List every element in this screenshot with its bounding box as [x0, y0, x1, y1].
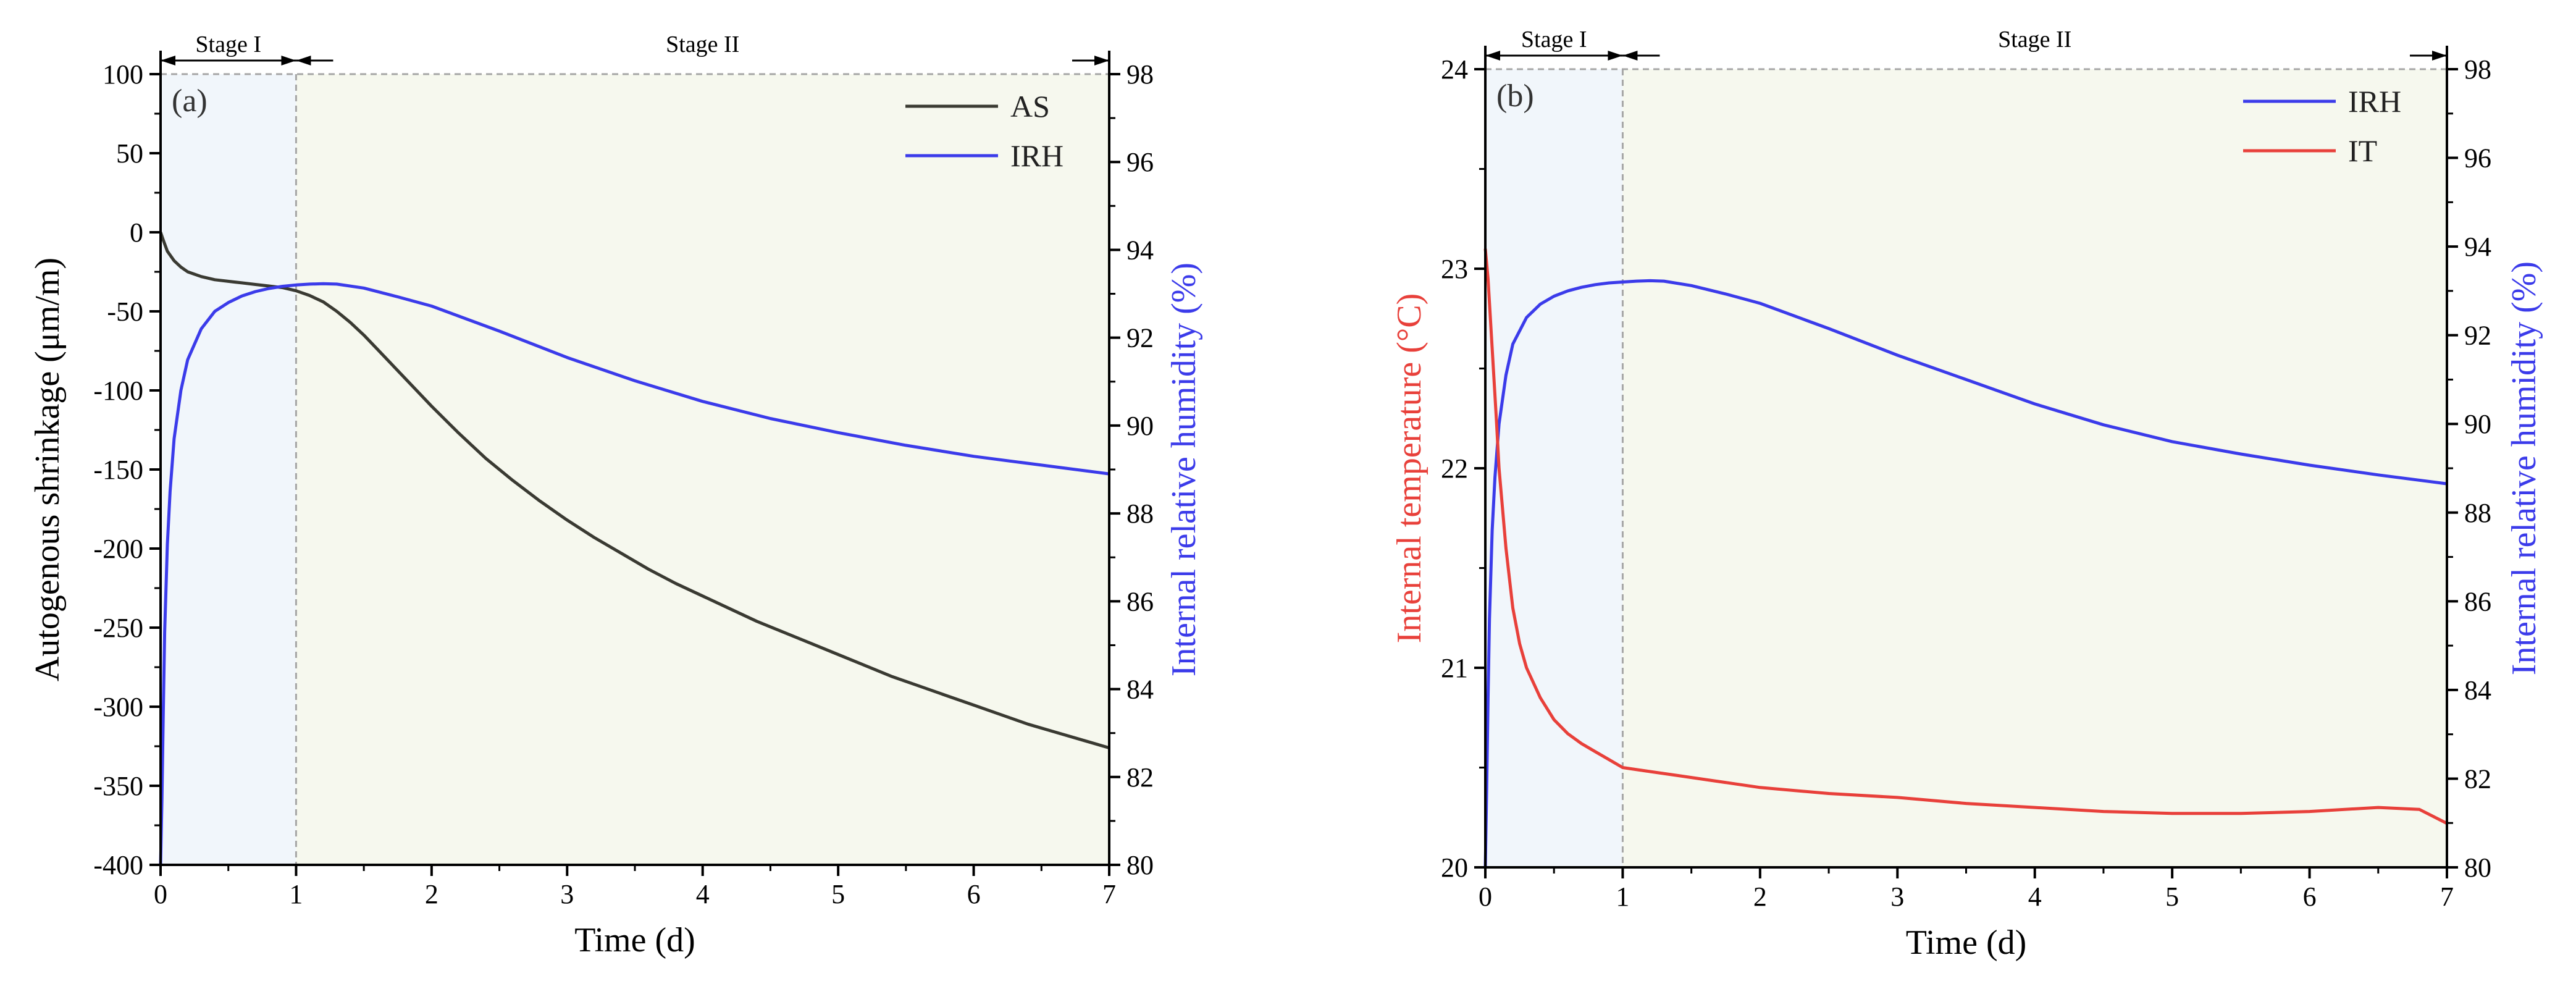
- stage-region: [1622, 69, 2447, 867]
- y-left-tick-label: -250: [93, 613, 143, 643]
- y-left-tick-label: 21: [1441, 653, 1468, 683]
- y-left-axis-label: Internal temperature (°C): [1390, 293, 1429, 644]
- legend-label-irh: IRH: [2348, 84, 2401, 119]
- series-line-irh: [159, 282, 1110, 865]
- stage-arrow-head: [1485, 51, 1500, 61]
- y-left-tick-label: 50: [116, 138, 143, 169]
- stage-arrow-head: [161, 56, 175, 65]
- y-right-tick-label: 82: [2464, 764, 2491, 794]
- chart-panel-b: 0 1 2 3 4 5 6 7242322212098969492908886848280Ti…: [1390, 27, 2543, 962]
- x-tick-label: 6: [2303, 882, 2317, 912]
- y-right-tick-label: 90: [1126, 411, 1154, 441]
- x-tick-label: 1: [289, 879, 303, 909]
- x-tick-label: 0: [154, 879, 167, 909]
- stage-label: Stage I: [1521, 27, 1587, 53]
- y-left-tick-label: 24: [1441, 54, 1468, 85]
- stage-arrow-head: [1622, 51, 1638, 61]
- y-right-tick-label: 86: [1126, 586, 1154, 617]
- x-tick-label: 4: [2028, 882, 2042, 912]
- x-tick-label: 0: [1479, 882, 1492, 912]
- x-tick-label: 7: [2440, 882, 2454, 912]
- stage-arrow-head: [1608, 51, 1623, 61]
- stage-arrow-head: [281, 56, 296, 65]
- stage-region: [296, 74, 1109, 865]
- y-right-tick-label: 94: [2464, 232, 2491, 262]
- y-right-tick-label: 82: [1126, 762, 1154, 793]
- stage-arrow-head: [1094, 56, 1109, 65]
- y-right-tick-label: 80: [1126, 850, 1154, 880]
- y-right-tick-label: 84: [1126, 675, 1154, 705]
- y-left-tick-label: -400: [93, 850, 143, 880]
- series-line-it: [1483, 248, 2448, 825]
- stage-label: Stage II: [1998, 27, 2071, 53]
- x-tick-label: 7: [1102, 879, 1116, 909]
- x-axis-label: Time (d): [574, 921, 695, 959]
- y-right-tick-label: 92: [2464, 321, 2491, 351]
- x-tick-label: 4: [696, 879, 710, 909]
- y-left-tick-label: 20: [1441, 853, 1468, 883]
- x-tick-label: 2: [425, 879, 438, 909]
- panel-label: (b): [1496, 78, 1534, 114]
- legend-label-as: AS: [1010, 89, 1050, 124]
- series-line-as: [159, 232, 1110, 750]
- y-left-tick-label: 100: [103, 59, 143, 90]
- x-tick-label: 2: [1753, 882, 1767, 912]
- stage-arrow-head: [296, 56, 311, 65]
- x-axis-label: Time (d): [1906, 924, 2027, 962]
- x-tick-label: 6: [967, 879, 981, 909]
- y-right-tick-label: 92: [1126, 323, 1154, 353]
- y-right-tick-label: 98: [2464, 54, 2491, 85]
- stage-label: Stage I: [195, 32, 261, 57]
- series-line-irh: [1483, 279, 2448, 868]
- x-tick-label: 5: [831, 879, 845, 909]
- y-left-tick-label: 22: [1441, 453, 1468, 484]
- y-right-tick-label: 86: [2464, 586, 2491, 617]
- y-right-tick-label: 88: [2464, 498, 2491, 528]
- y-left-tick-label: -150: [93, 455, 143, 485]
- y-left-tick-label: -300: [93, 692, 143, 722]
- y-left-tick-label: -350: [93, 771, 143, 801]
- y-right-tick-label: 96: [2464, 143, 2491, 174]
- y-right-tick-label: 98: [1126, 59, 1154, 90]
- stage-label: Stage II: [666, 32, 739, 57]
- stage-arrow-head: [2432, 51, 2447, 61]
- y-left-tick-label: -200: [93, 534, 143, 564]
- panel-label: (a): [172, 83, 208, 119]
- y-right-tick-label: 84: [2464, 675, 2491, 705]
- x-tick-label: 1: [1616, 882, 1629, 912]
- x-tick-label: 3: [560, 879, 574, 909]
- y-right-axis-label: Internal relative humidity (%): [2505, 261, 2543, 675]
- y-left-axis-label: Autogenous shrinkage (μm/m): [28, 258, 67, 681]
- y-right-axis-label: Internal relative humidity (%): [1165, 263, 1203, 676]
- x-tick-label: 3: [1890, 882, 1904, 912]
- y-right-tick-label: 94: [1126, 235, 1154, 265]
- y-right-tick-label: 90: [2464, 409, 2491, 439]
- y-left-tick-label: -100: [93, 376, 143, 406]
- y-right-tick-label: 80: [2464, 853, 2491, 883]
- legend-label-irh: IRH: [1010, 138, 1064, 173]
- y-left-tick-label: 23: [1441, 254, 1468, 284]
- x-tick-label: 5: [2165, 882, 2179, 912]
- y-right-tick-label: 96: [1126, 147, 1154, 177]
- y-right-tick-label: 88: [1126, 499, 1154, 529]
- stage-region: [1485, 69, 1623, 867]
- y-left-tick-label: 0: [130, 217, 143, 248]
- legend-label-it: IT: [2348, 133, 2377, 168]
- chart-panel-a: 0 1 2 3 4 5 6 7 100 50 0 -50 -100 -150 -200 -250 -300 -35…: [28, 32, 1203, 959]
- stage-region: [161, 74, 296, 865]
- y-left-tick-label: -50: [107, 297, 143, 327]
